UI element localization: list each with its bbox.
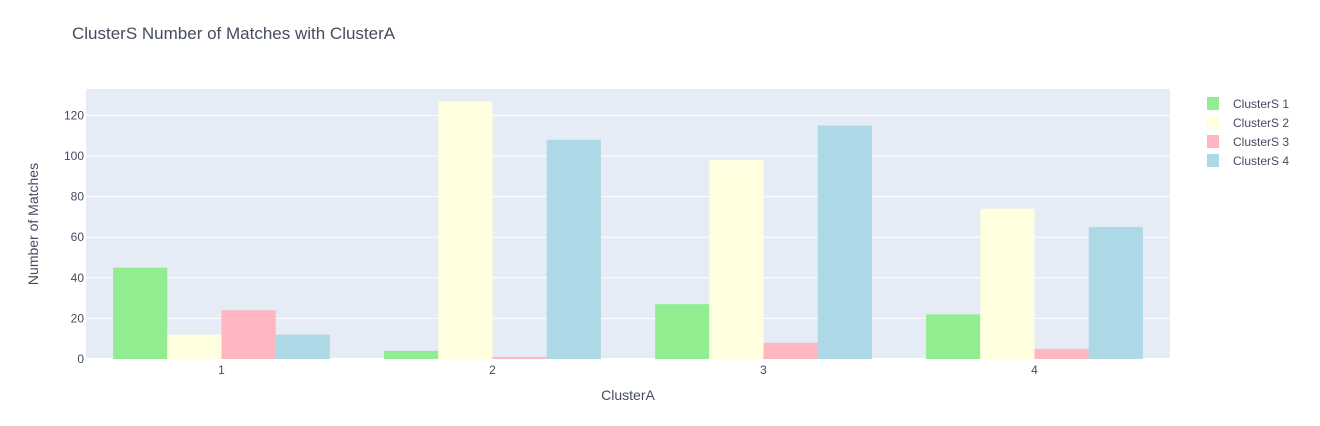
x-tick-label: 4: [1031, 363, 1038, 377]
bar[interactable]: [546, 139, 601, 359]
bar[interactable]: [980, 208, 1035, 359]
x-tick-label: 2: [489, 363, 496, 377]
bar[interactable]: [384, 350, 439, 359]
y-axis-title: Number of Matches: [25, 163, 41, 285]
y-tick-label: 40: [71, 271, 85, 285]
bar[interactable]: [113, 267, 168, 359]
bar[interactable]: [763, 342, 818, 359]
legend[interactable]: ClusterS 1 ClusterS 2 ClusterS 3 ClusterS 4: [1207, 97, 1289, 168]
bar[interactable]: [926, 314, 981, 359]
legend-item[interactable]: ClusterS 1: [1207, 97, 1289, 111]
bar[interactable]: [1034, 348, 1089, 359]
bar[interactable]: [655, 304, 710, 359]
y-tick-label: 60: [71, 230, 85, 244]
bars: [113, 101, 1143, 359]
legend-label: ClusterS 2: [1233, 116, 1289, 130]
bar[interactable]: [221, 310, 276, 359]
bar[interactable]: [817, 125, 872, 359]
y-tick-label: 80: [71, 190, 85, 204]
y-tick-label: 100: [64, 149, 84, 163]
x-tick-label: 1: [218, 363, 225, 377]
bar[interactable]: [438, 101, 493, 359]
legend-swatch: [1207, 154, 1219, 167]
legend-label: ClusterS 1: [1233, 97, 1289, 111]
x-tick-label: 3: [760, 363, 767, 377]
chart-title: ClusterS Number of Matches with ClusterA: [72, 24, 396, 43]
y-axis-ticks: 0 20 40 60 80 100 120: [64, 108, 84, 366]
x-axis-ticks: 1 2 3 4: [218, 363, 1038, 377]
bar[interactable]: [709, 160, 764, 359]
legend-swatch: [1207, 135, 1219, 148]
legend-swatch: [1207, 116, 1219, 129]
bar[interactable]: [492, 356, 547, 359]
bar[interactable]: [275, 334, 330, 359]
legend-label: ClusterS 4: [1233, 154, 1289, 168]
y-tick-label: 0: [77, 352, 84, 366]
legend-swatch: [1207, 97, 1219, 110]
bar[interactable]: [167, 334, 222, 359]
bar[interactable]: [1088, 227, 1143, 359]
y-tick-label: 120: [64, 108, 84, 122]
legend-item[interactable]: ClusterS 3: [1207, 135, 1289, 149]
y-tick-label: 20: [71, 311, 85, 325]
legend-item[interactable]: ClusterS 2: [1207, 116, 1289, 130]
x-axis-title: ClusterA: [601, 387, 655, 403]
legend-item[interactable]: ClusterS 4: [1207, 154, 1289, 168]
legend-label: ClusterS 3: [1233, 135, 1289, 149]
